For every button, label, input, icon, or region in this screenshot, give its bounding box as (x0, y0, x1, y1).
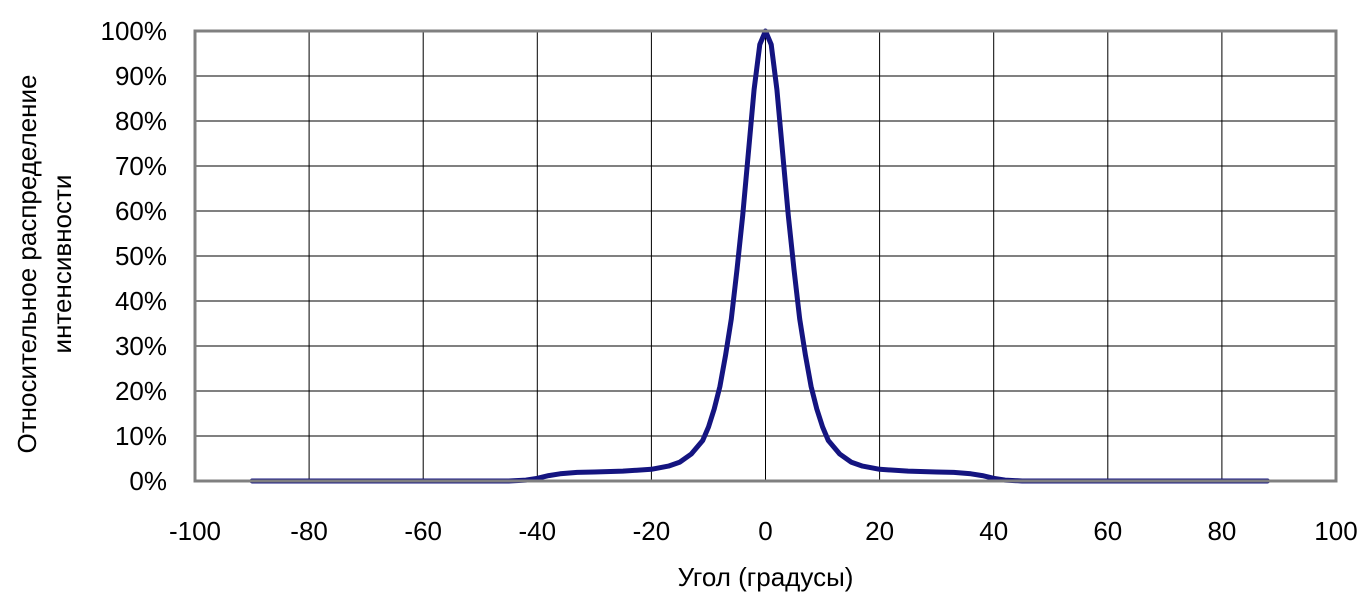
x-tick-label: -100 (169, 516, 221, 546)
y-tick-label: 0% (129, 466, 167, 496)
x-tick-label: -80 (290, 516, 328, 546)
y-tick-label: 10% (115, 421, 167, 451)
x-tick-label: 60 (1093, 516, 1122, 546)
x-tick-label: 20 (865, 516, 894, 546)
y-tick-label: 50% (115, 241, 167, 271)
y-tick-label: 20% (115, 376, 167, 406)
y-tick-label: 100% (101, 16, 168, 46)
x-axis-title: Угол (градусы) (678, 562, 854, 592)
x-tick-label: 100 (1314, 516, 1357, 546)
y-tick-label: 30% (115, 331, 167, 361)
y-tick-label: 40% (115, 286, 167, 316)
x-tick-label: 80 (1207, 516, 1236, 546)
y-tick-labels: 0% 10% 20% 30% 40% 50% 60% 70% 80% 90% 100% (101, 16, 168, 496)
y-tick-label: 60% (115, 196, 167, 226)
y-axis-title-line-2: интенсивности (47, 175, 77, 354)
x-tick-label: -20 (633, 516, 671, 546)
x-tick-label: -60 (404, 516, 442, 546)
grid (195, 31, 1336, 481)
y-tick-label: 70% (115, 151, 167, 181)
y-axis-title-line-1: Относительное распределение (12, 75, 42, 454)
x-tick-label: 40 (979, 516, 1008, 546)
y-tick-label: 90% (115, 61, 167, 91)
x-tick-label: 0 (758, 516, 772, 546)
x-tick-label: -40 (519, 516, 557, 546)
x-tick-labels: -100 -80 -60 -40 -20 0 20 40 60 80 100 (169, 516, 1358, 546)
plot-area-border (193, 29, 1338, 483)
y-tick-label: 80% (115, 106, 167, 136)
